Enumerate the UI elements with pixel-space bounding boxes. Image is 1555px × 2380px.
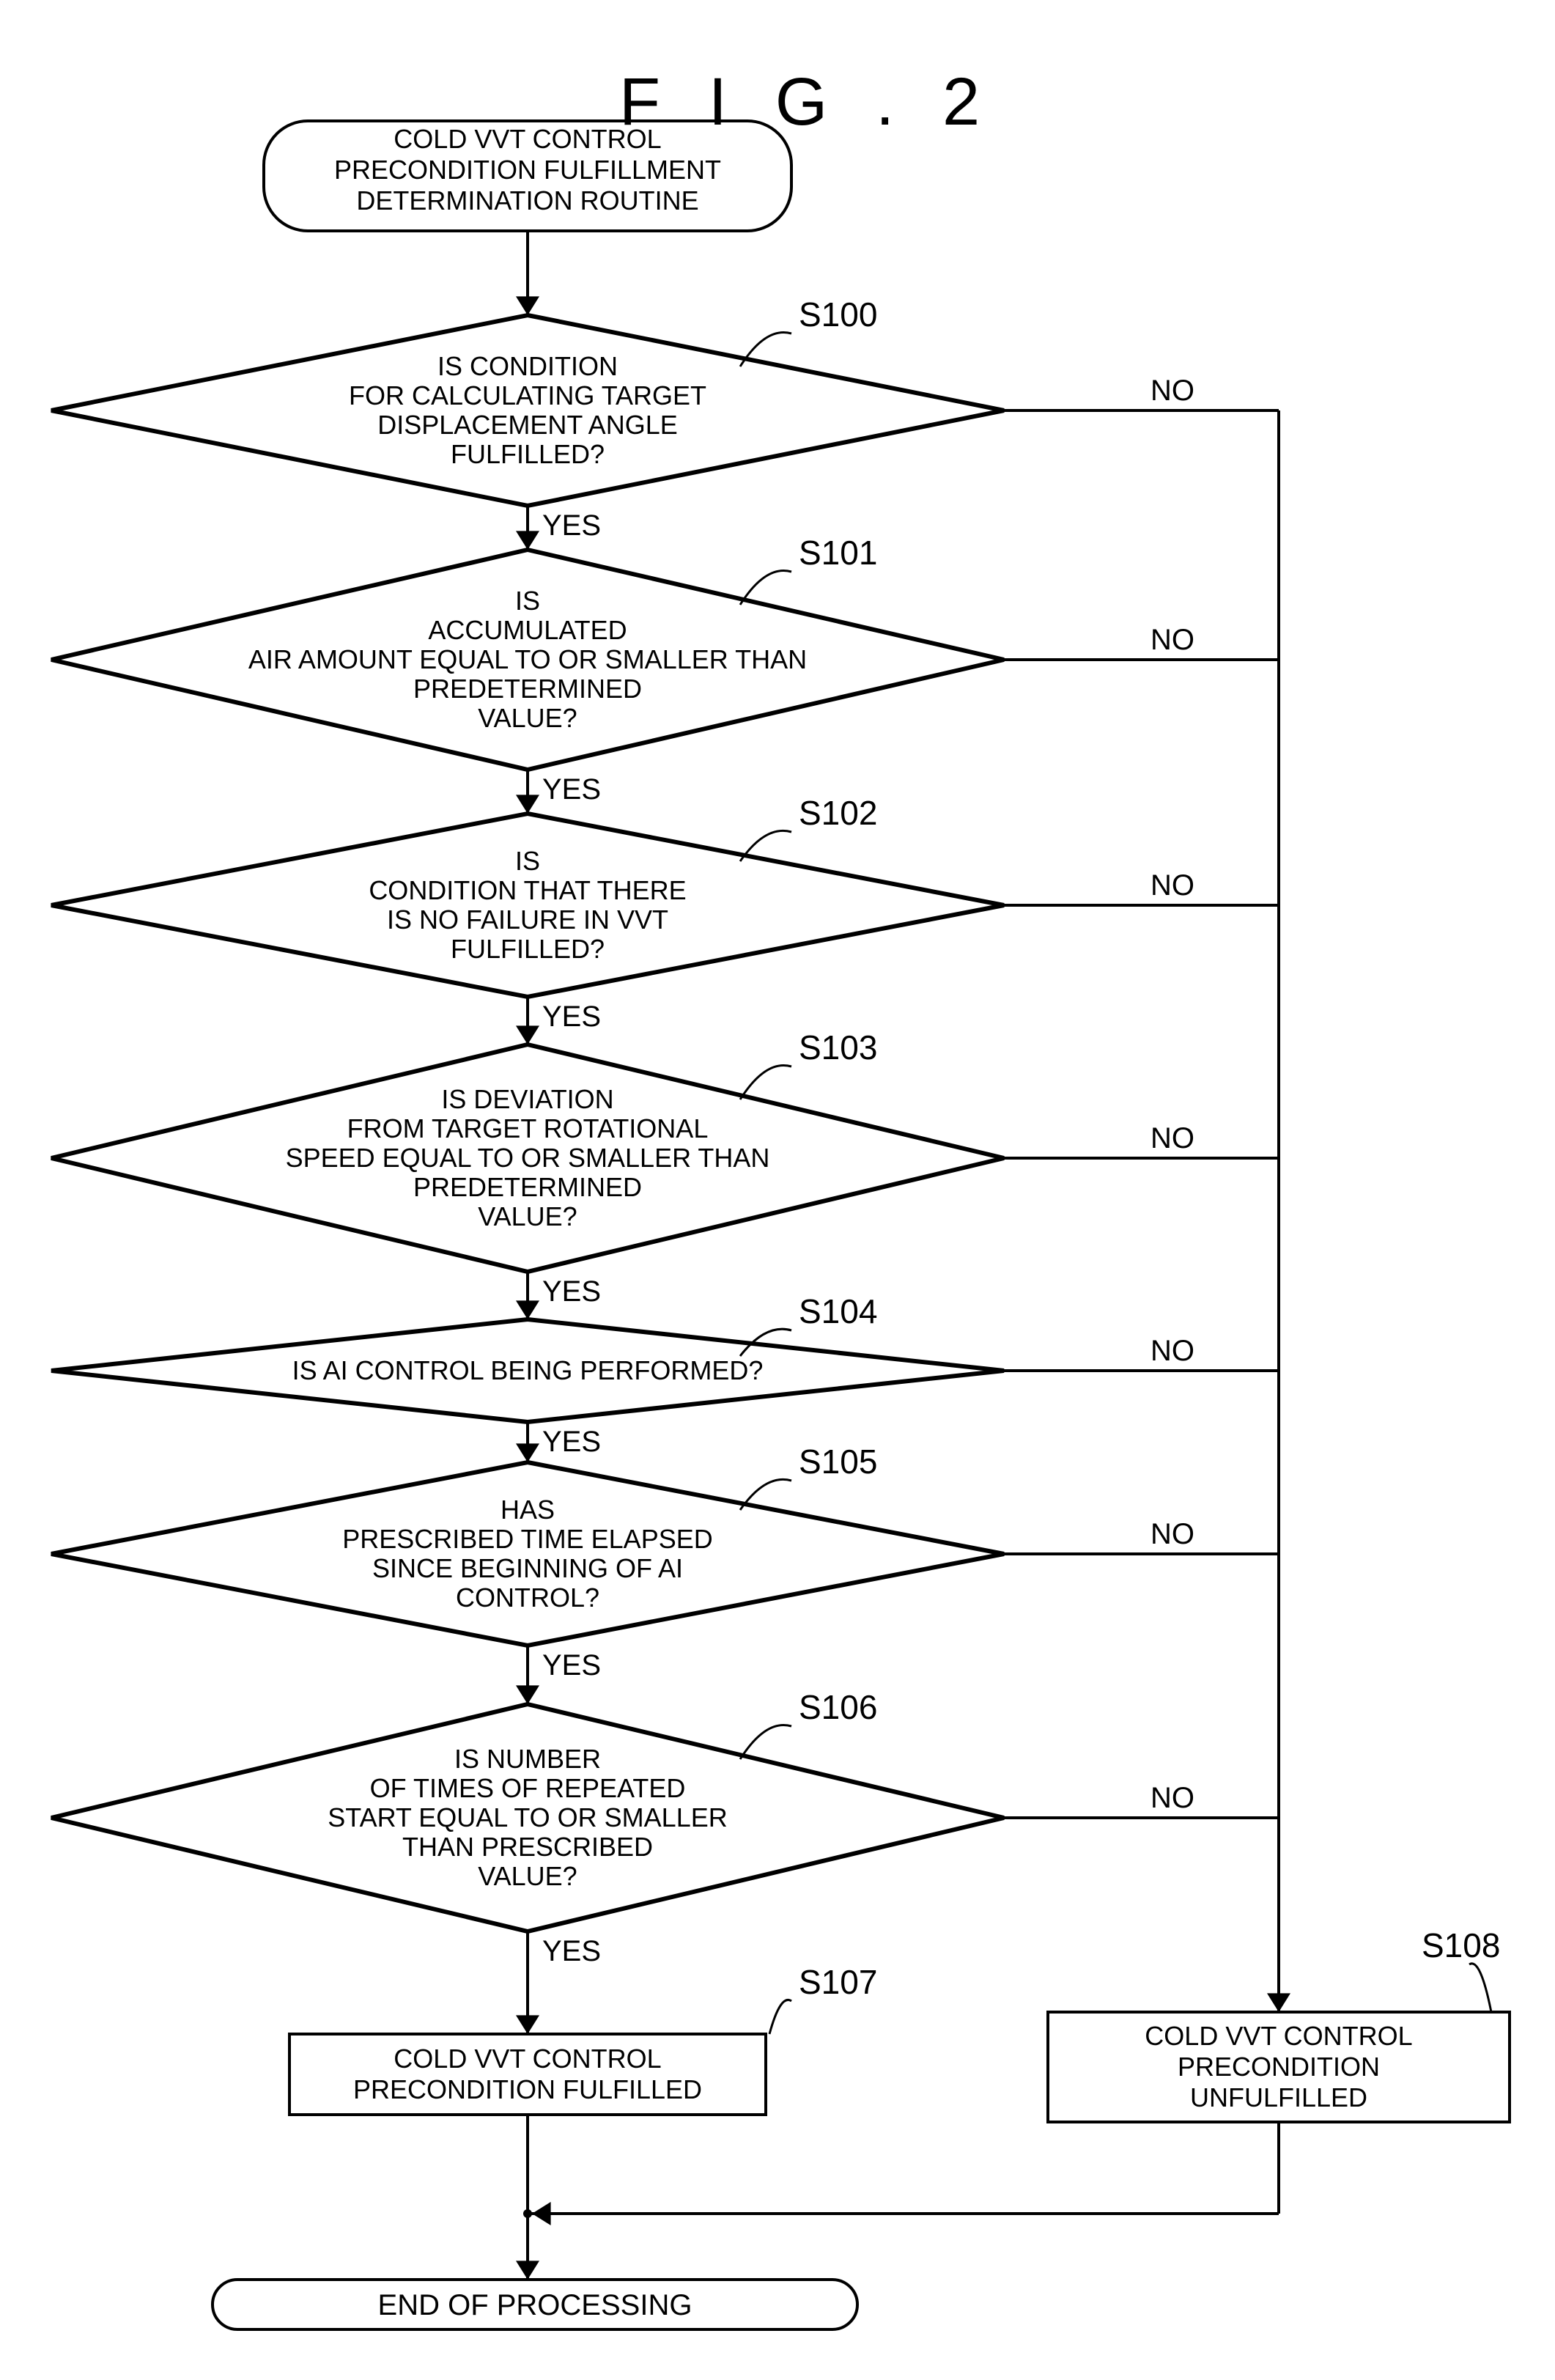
svg-text:END OF PROCESSING: END OF PROCESSING [378,2289,692,2321]
step-id: S100 [799,295,877,334]
svg-text:PRECONDITION: PRECONDITION [1178,2052,1380,2082]
svg-text:THAN PRESCRIBED: THAN PRESCRIBED [402,1832,653,1862]
step-id: S106 [799,1688,877,1726]
svg-text:HAS: HAS [501,1495,555,1525]
edge-yes: YES [542,1649,601,1681]
svg-text:START EQUAL TO OR SMALLER: START EQUAL TO OR SMALLER [328,1802,728,1832]
svg-text:UNFULFILLED: UNFULFILLED [1190,2082,1367,2112]
edge-yes: YES [542,1426,601,1458]
edge-yes: YES [542,773,601,806]
edge-no: NO [1150,624,1194,656]
svg-text:OF TIMES OF REPEATED: OF TIMES OF REPEATED [370,1773,686,1803]
svg-text:COLD VVT CONTROL: COLD VVT CONTROL [1145,2021,1412,2051]
svg-text:SINCE BEGINNING OF AI: SINCE BEGINNING OF AI [372,1553,683,1583]
svg-text:FOR CALCULATING TARGET: FOR CALCULATING TARGET [349,380,706,410]
svg-text:DETERMINATION ROUTINE: DETERMINATION ROUTINE [356,185,698,215]
step-id: S105 [799,1443,877,1481]
svg-text:IS NUMBER: IS NUMBER [454,1744,601,1774]
step-id: S101 [799,534,877,572]
svg-text:CONDITION THAT THERE: CONDITION THAT THERE [369,875,686,905]
svg-text:IS: IS [515,846,540,876]
edge-no: NO [1150,1335,1194,1367]
svg-text:VALUE?: VALUE? [478,703,577,733]
svg-text:PRESCRIBED TIME ELAPSED: PRESCRIBED TIME ELAPSED [342,1524,712,1554]
edge-no: NO [1150,375,1194,407]
edge-yes: YES [542,1001,601,1033]
step-id: S102 [799,794,877,832]
edge-no: NO [1150,869,1194,902]
edge-no: NO [1150,1782,1194,1814]
step-id: S108 [1422,1926,1500,1964]
svg-text:DISPLACEMENT ANGLE: DISPLACEMENT ANGLE [377,410,677,440]
edge-yes: YES [542,1935,601,1967]
svg-text:CONTROL?: CONTROL? [456,1583,599,1613]
svg-text:PREDETERMINED: PREDETERMINED [413,674,642,704]
step-id: S104 [799,1292,877,1330]
edge-no: NO [1150,1122,1194,1154]
svg-text:PRECONDITION FULFILLED: PRECONDITION FULFILLED [353,2074,702,2104]
svg-text:IS NO FAILURE IN VVT: IS NO FAILURE IN VVT [387,905,668,935]
svg-text:IS: IS [515,586,540,616]
svg-text:FROM TARGET ROTATIONAL: FROM TARGET ROTATIONAL [347,1113,709,1143]
svg-text:VALUE?: VALUE? [478,1201,577,1231]
svg-text:IS AI CONTROL BEING PERFORMED?: IS AI CONTROL BEING PERFORMED? [292,1355,764,1385]
svg-text:PREDETERMINED: PREDETERMINED [413,1172,642,1202]
svg-text:FULFILLED?: FULFILLED? [451,439,605,469]
edge-yes: YES [542,509,601,542]
svg-text:AIR AMOUNT EQUAL TO OR SMALLER: AIR AMOUNT EQUAL TO OR SMALLER THAN [248,644,807,674]
step-id: S103 [799,1028,877,1066]
svg-text:PRECONDITION FULFILLMENT: PRECONDITION FULFILLMENT [334,155,721,185]
edge-yes: YES [542,1275,601,1308]
svg-text:SPEED EQUAL TO OR SMALLER THAN: SPEED EQUAL TO OR SMALLER THAN [286,1143,770,1173]
svg-text:ACCUMULATED: ACCUMULATED [428,615,627,645]
edge-no: NO [1150,1518,1194,1550]
svg-text:VALUE?: VALUE? [478,1861,577,1891]
step-id: S107 [799,1963,877,2001]
svg-text:FULFILLED?: FULFILLED? [451,934,605,964]
svg-text:IS DEVIATION: IS DEVIATION [441,1084,613,1114]
svg-text:COLD VVT CONTROL: COLD VVT CONTROL [394,124,661,154]
svg-text:COLD VVT CONTROL: COLD VVT CONTROL [394,2044,661,2074]
svg-text:IS CONDITION: IS CONDITION [437,351,618,381]
figure-title: F I G . 2 [619,65,994,139]
